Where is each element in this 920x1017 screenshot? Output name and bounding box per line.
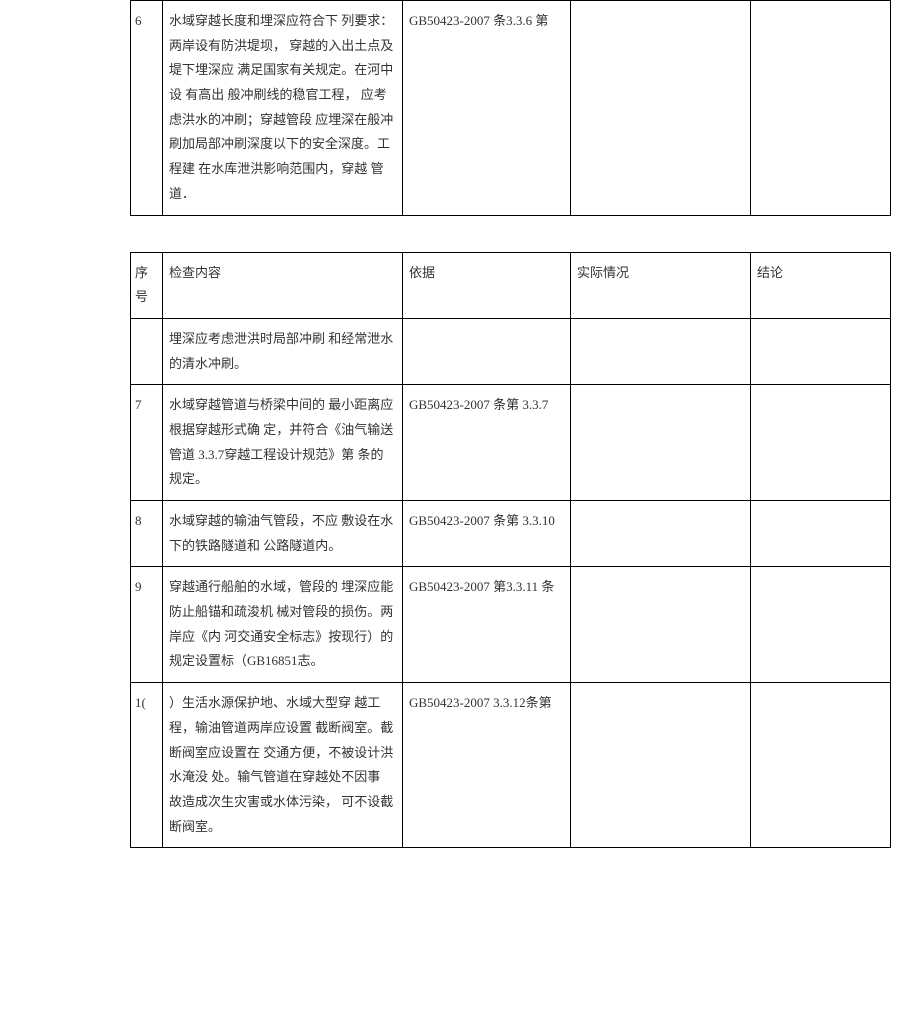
inspection-table-1: 6 水域穿越长度和埋深应符合下 列要求：两岸设有防洪堤坝， 穿越的入出土点及堤下… bbox=[130, 0, 891, 216]
table-row: 1( ）生活水源保护地、水域大型穿 越工程，输油管道两岸应设置 截断阀室。截断阀… bbox=[131, 683, 891, 848]
row-content-cell: 穿越通行船舶的水域，管段的 埋深应能防止船锚和疏浚机 械对管段的损伤。两岸应《内… bbox=[163, 567, 403, 683]
table-row: 9 穿越通行船舶的水域，管段的 埋深应能防止船锚和疏浚机 械对管段的损伤。两岸应… bbox=[131, 567, 891, 683]
header-conclusion: 结论 bbox=[751, 252, 891, 318]
row-actual-cell bbox=[571, 318, 751, 384]
row-number-cell: 7 bbox=[131, 385, 163, 501]
row-basis-cell: GB50423-2007 3.3.12条第 bbox=[403, 683, 571, 848]
table-row: 7 水域穿越管道与桥梁中间的 最小距离应根据穿越形式确 定，并符合《油气输送管道… bbox=[131, 385, 891, 501]
row-number-cell: 8 bbox=[131, 501, 163, 567]
row-content-cell: ）生活水源保护地、水域大型穿 越工程，输油管道两岸应设置 截断阀室。截断阀室应设… bbox=[163, 683, 403, 848]
row-content-cell: 水域穿越管道与桥梁中间的 最小距离应根据穿越形式确 定，并符合《油气输送管道 3… bbox=[163, 385, 403, 501]
row-actual-cell bbox=[571, 1, 751, 216]
table-header-row: 序 号 检查内容 依据 实际情况 结论 bbox=[131, 252, 891, 318]
row-actual-cell bbox=[571, 683, 751, 848]
row-conclusion-cell bbox=[751, 318, 891, 384]
row-conclusion-cell bbox=[751, 1, 891, 216]
row-actual-cell bbox=[571, 385, 751, 501]
table-row: 8 水域穿越的输油气管段，不应 敷设在水下的铁路隧道和 公路隧道内。 GB504… bbox=[131, 501, 891, 567]
header-basis: 依据 bbox=[403, 252, 571, 318]
row-basis-cell: GB50423-2007 条第 3.3.10 bbox=[403, 501, 571, 567]
header-actual: 实际情况 bbox=[571, 252, 751, 318]
header-number: 序 号 bbox=[131, 252, 163, 318]
row-basis-cell: GB50423-2007 条第 3.3.7 bbox=[403, 385, 571, 501]
row-actual-cell bbox=[571, 501, 751, 567]
row-conclusion-cell bbox=[751, 385, 891, 501]
row-number-cell: 6 bbox=[131, 1, 163, 216]
row-basis-cell bbox=[403, 318, 571, 384]
row-conclusion-cell bbox=[751, 567, 891, 683]
row-basis-cell: GB50423-2007 条3.3.6 第 bbox=[403, 1, 571, 216]
row-content-cell: 水域穿越的输油气管段，不应 敷设在水下的铁路隧道和 公路隧道内。 bbox=[163, 501, 403, 567]
table-row: 埋深应考虑泄洪时局部冲刷 和经常泄水的清水冲刷。 bbox=[131, 318, 891, 384]
row-number-cell: 9 bbox=[131, 567, 163, 683]
row-conclusion-cell bbox=[751, 683, 891, 848]
row-number-cell bbox=[131, 318, 163, 384]
row-actual-cell bbox=[571, 567, 751, 683]
row-basis-cell: GB50423-2007 第3.3.11 条 bbox=[403, 567, 571, 683]
row-content-cell: 水域穿越长度和埋深应符合下 列要求：两岸设有防洪堤坝， 穿越的入出土点及堤下埋深… bbox=[163, 1, 403, 216]
row-conclusion-cell bbox=[751, 501, 891, 567]
document-page: 6 水域穿越长度和埋深应符合下 列要求：两岸设有防洪堤坝， 穿越的入出土点及堤下… bbox=[0, 0, 920, 1017]
header-content: 检查内容 bbox=[163, 252, 403, 318]
row-content-cell: 埋深应考虑泄洪时局部冲刷 和经常泄水的清水冲刷。 bbox=[163, 318, 403, 384]
table-row: 6 水域穿越长度和埋深应符合下 列要求：两岸设有防洪堤坝， 穿越的入出土点及堤下… bbox=[131, 1, 891, 216]
row-number-cell: 1( bbox=[131, 683, 163, 848]
table-gap bbox=[0, 216, 920, 252]
inspection-table-2: 序 号 检查内容 依据 实际情况 结论 埋深应考虑泄洪时局部冲刷 和经常泄水的清… bbox=[130, 252, 891, 849]
